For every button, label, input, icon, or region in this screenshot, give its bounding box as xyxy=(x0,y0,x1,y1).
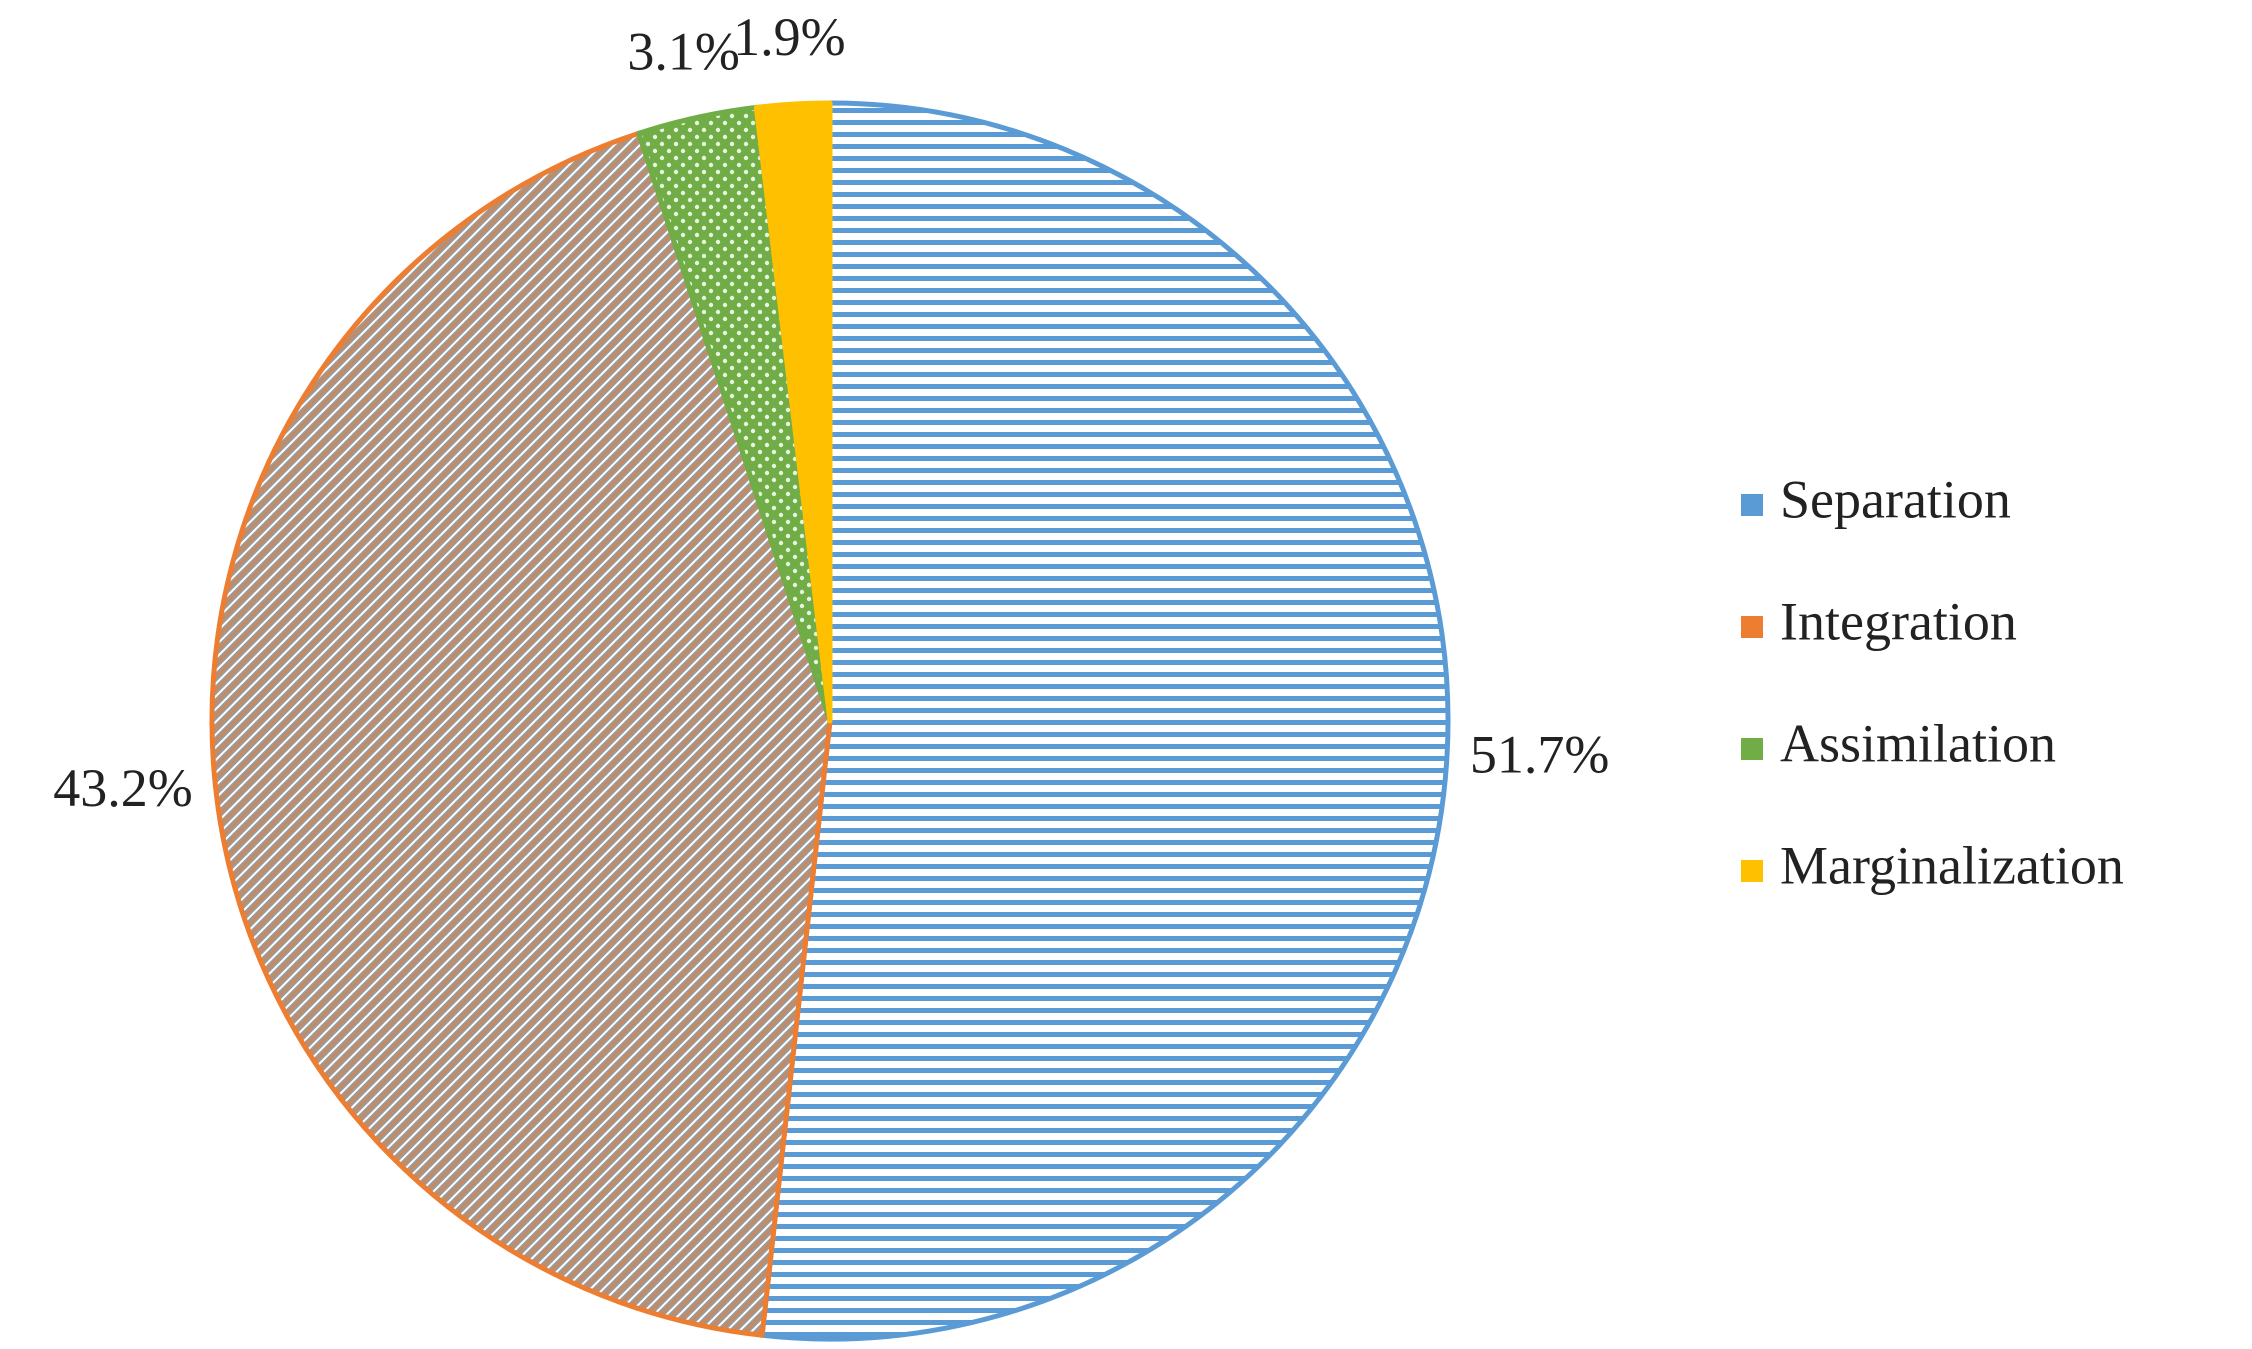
legend-marker xyxy=(1741,494,1763,516)
data-label: 3.1% xyxy=(627,22,739,82)
pie-slice xyxy=(753,100,833,724)
legend-label: Integration xyxy=(1780,591,2017,651)
legend-marker xyxy=(1741,860,1763,882)
data-label: 43.2% xyxy=(53,758,192,818)
data-label: 51.7% xyxy=(1470,724,1609,784)
legend-label: Separation xyxy=(1780,469,2011,529)
pie-slice xyxy=(759,100,1451,1342)
legend-marker xyxy=(1741,616,1763,638)
legend-label: Assimilation xyxy=(1780,713,2056,773)
data-label: 1.9% xyxy=(733,7,845,67)
legend-marker xyxy=(1741,738,1763,760)
legend-label: Marginalization xyxy=(1780,835,2124,895)
pie-slice xyxy=(209,130,833,1338)
